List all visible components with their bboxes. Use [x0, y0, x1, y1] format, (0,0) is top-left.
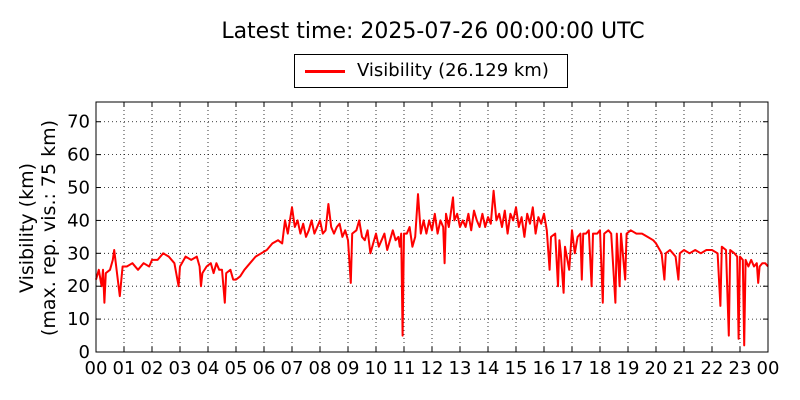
y-tick-label: 50 [67, 178, 90, 199]
x-tick-label: 16 [533, 358, 556, 379]
x-tick-label: 01 [113, 358, 136, 379]
x-tick-label: 03 [169, 358, 192, 379]
x-tick-label: 17 [561, 358, 584, 379]
legend-swatch [305, 70, 345, 73]
x-tick-label: 07 [281, 358, 304, 379]
x-tick-label: 13 [449, 358, 472, 379]
x-tick-label: 11 [393, 358, 416, 379]
x-tick-label: 10 [365, 358, 388, 379]
x-tick-label: 00 [85, 358, 108, 379]
x-tick-label: 22 [701, 358, 724, 379]
chart-title: Latest time: 2025-07-26 00:00:00 UTC [221, 19, 645, 44]
legend: Visibility (26.129 km) [294, 54, 568, 88]
x-tick-label: 05 [225, 358, 248, 379]
legend-label: Visibility (26.129 km) [357, 60, 549, 81]
y-tick-label: 10 [67, 309, 90, 330]
y-tick-label: 20 [67, 276, 90, 297]
x-tick-label: 02 [141, 358, 164, 379]
x-tick-label: 20 [645, 358, 668, 379]
x-tick-label: 18 [589, 358, 612, 379]
y-tick-label: 30 [67, 243, 90, 264]
x-tick-label: 21 [673, 358, 696, 379]
x-tick-label: 04 [197, 358, 220, 379]
x-tick-label: 12 [421, 358, 444, 379]
y-tick-label: 60 [67, 145, 90, 166]
x-tick-label: 08 [309, 358, 332, 379]
y-tick-label: 70 [67, 112, 90, 133]
x-tick-label: 15 [505, 358, 528, 379]
y-tick-label: 0 [79, 342, 90, 363]
x-tick-label: 00 [757, 358, 780, 379]
x-tick-label: 09 [337, 358, 360, 379]
x-tick-label: 19 [617, 358, 640, 379]
x-tick-label: 06 [253, 358, 276, 379]
x-tick-label: 23 [729, 358, 752, 379]
y-tick-label: 40 [67, 210, 90, 231]
x-tick-label: 14 [477, 358, 500, 379]
visibility-series-line [95, 189, 769, 347]
